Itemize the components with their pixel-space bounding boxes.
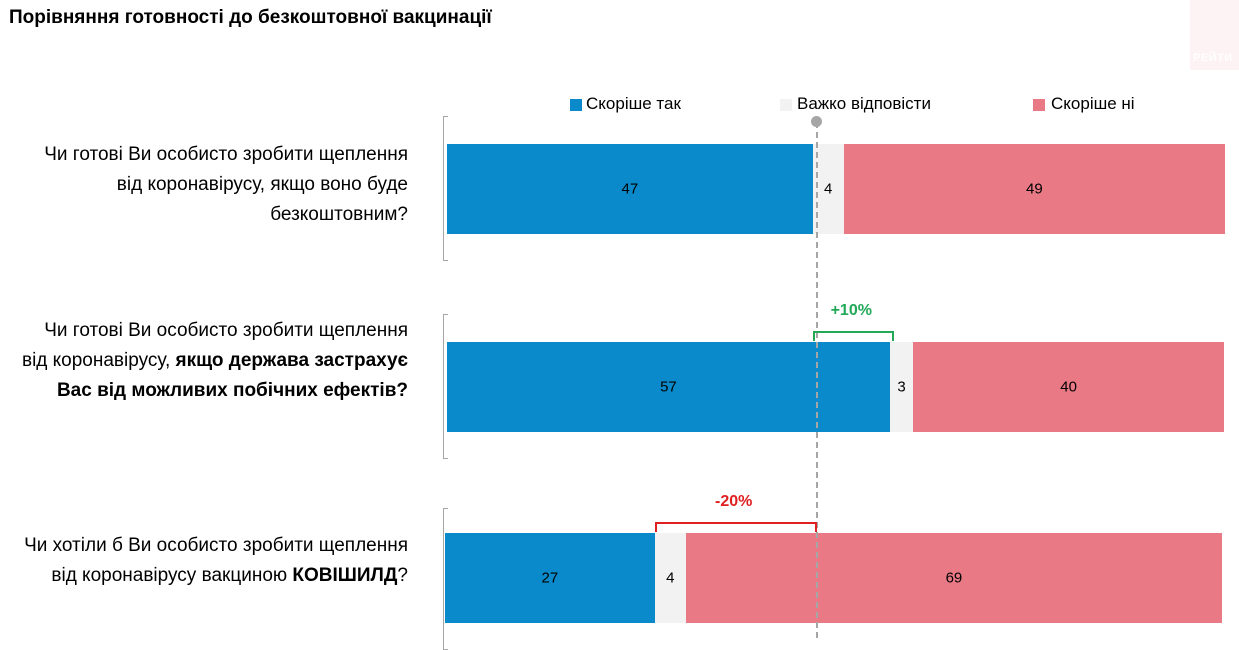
question-2-emphasis: якщо держава застрахує Вас від можливих … xyxy=(56,350,408,401)
data-label-row-1-no: 49 xyxy=(1026,180,1043,198)
chart-title: Порівняння готовності до безкоштовної ва… xyxy=(9,7,492,28)
question-1-text: Чи готові Ви особисто зробити щеплення в… xyxy=(44,144,408,225)
difference-bracket-row-2 xyxy=(812,331,894,341)
data-label-row-1-yes: 47 xyxy=(621,180,639,198)
data-label-row-2-no: 40 xyxy=(1060,378,1077,396)
question-1: Чи готові Ви особисто зробити щеплення в… xyxy=(20,140,408,230)
legend-label-yes: Скоріше так xyxy=(586,94,681,113)
data-label-row-3-hard: 4 xyxy=(666,569,675,587)
question-3-suffix: ? xyxy=(397,565,408,586)
difference-label-row-3: -20% xyxy=(715,493,753,510)
difference-label-row-2: +10% xyxy=(830,302,872,319)
legend-label-hard: Важко відповісти xyxy=(797,94,931,113)
legend-swatch-no xyxy=(1033,99,1045,111)
bar-row-3-hard xyxy=(654,533,686,623)
bar-row-2-hard xyxy=(889,342,914,432)
legend-label-no: Скоріше ні xyxy=(1051,94,1135,113)
bar-row-3-yes xyxy=(445,533,655,623)
bar-row-3-no xyxy=(685,533,1222,623)
data-label-row-2-yes: 57 xyxy=(660,378,677,396)
row-1-bracket xyxy=(443,116,448,261)
logo-text: РЕЙТИ xyxy=(1193,52,1233,64)
row-2-bracket xyxy=(443,314,448,459)
bar-row-1-yes xyxy=(447,144,813,234)
data-label-row-1-hard: 4 xyxy=(824,180,833,198)
bar-row-2-no xyxy=(913,342,1224,432)
data-label-row-3-yes: 27 xyxy=(541,569,559,587)
reference-dot xyxy=(811,116,822,127)
question-3-text: Чи хотіли б Ви особисто зробити щеплення… xyxy=(24,535,408,586)
bar-row-1-no xyxy=(843,144,1225,234)
question-2: Чи готові Ви особисто зробити щеплення в… xyxy=(20,316,408,406)
data-label-row-2-hard: 3 xyxy=(897,378,906,396)
question-3-emphasis: КОВІШИЛД xyxy=(292,565,398,586)
logo: РЕЙТИ xyxy=(1190,0,1239,70)
question-2-text: Чи готові Ви особисто зробити щеплення в… xyxy=(21,320,408,371)
legend-swatch-yes xyxy=(570,99,582,111)
question-3: Чи хотіли б Ви особисто зробити щеплення… xyxy=(20,531,408,591)
data-label-row-3-no: 69 xyxy=(945,569,963,587)
difference-bracket-row-3 xyxy=(654,522,817,532)
reference-line xyxy=(816,122,818,638)
legend-swatch-hard xyxy=(780,99,792,111)
